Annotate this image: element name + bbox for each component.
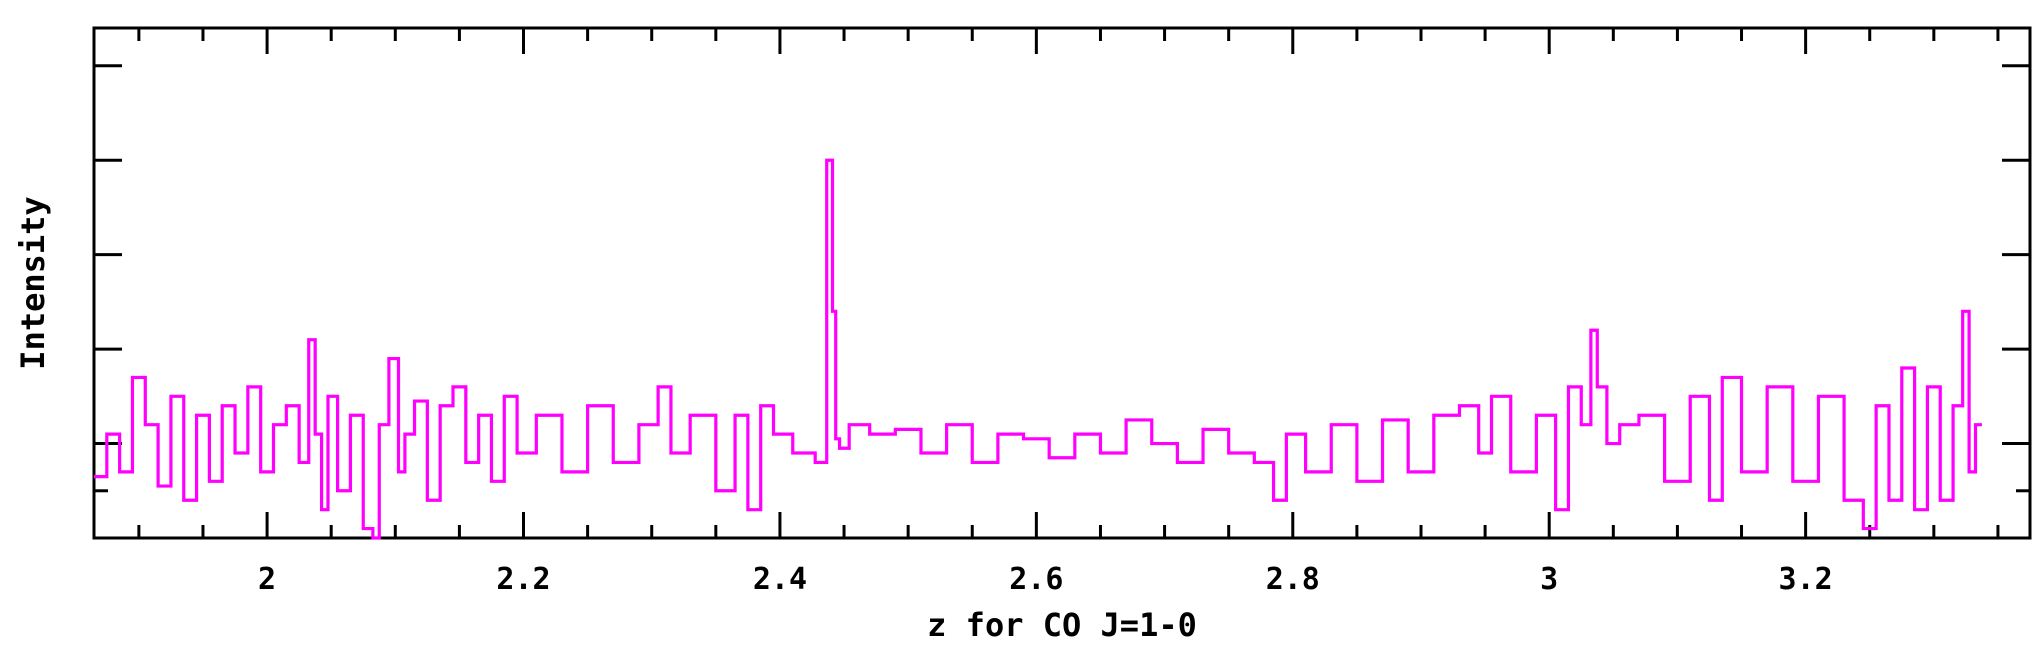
y-axis-ticks bbox=[94, 64, 2030, 493]
x-tick-label: 2.4 bbox=[753, 562, 807, 597]
series-line-co-j1-0 bbox=[94, 158, 1982, 540]
x-axis-label: z for CO J=1-0 bbox=[927, 606, 1197, 644]
y-axis-label: Intensity bbox=[14, 196, 52, 369]
x-tick-label: 2.6 bbox=[1009, 562, 1063, 597]
x-axis-tick-labels: 2 2.2 2.4 2.6 2.8 3 3.2 bbox=[258, 562, 1833, 597]
plot-frame bbox=[92, 26, 2032, 540]
x-tick-label: 3.2 bbox=[1779, 562, 1833, 597]
x-axis-ticks bbox=[137, 28, 2000, 538]
x-tick-label: 2.8 bbox=[1266, 562, 1320, 597]
x-tick-label: 2.2 bbox=[496, 562, 550, 597]
x-tick-label: 3 bbox=[1540, 562, 1558, 597]
x-tick-label: 2 bbox=[258, 562, 276, 597]
